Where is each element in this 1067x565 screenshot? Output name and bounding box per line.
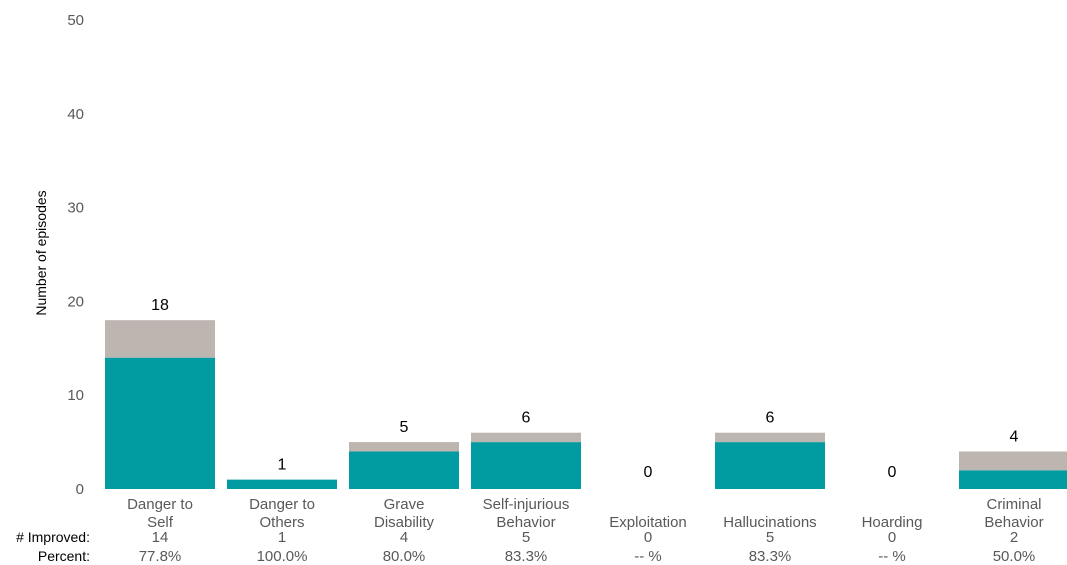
x-tick-label: Behavior xyxy=(496,514,555,531)
y-tick-label: 40 xyxy=(67,106,84,123)
bar-total-label: 6 xyxy=(766,410,775,427)
x-tick-label: Exploitation xyxy=(609,514,687,531)
bar-improved xyxy=(227,479,337,489)
x-tick-label: Danger to xyxy=(127,496,193,513)
bar-total-label: 18 xyxy=(151,297,169,314)
bar-not-improved xyxy=(105,320,215,358)
bar-not-improved xyxy=(349,442,459,452)
x-tick-label: Grave xyxy=(384,496,425,513)
bar-total-label: 1 xyxy=(278,457,287,474)
improved-value: 5 xyxy=(766,529,774,546)
bar-improved xyxy=(349,451,459,489)
percent-value: 83.3% xyxy=(749,548,792,565)
percent-value: 100.0% xyxy=(257,548,308,565)
bar-total-label: 0 xyxy=(644,464,653,481)
x-tick-label: Self xyxy=(147,514,174,531)
percent-value: 83.3% xyxy=(505,548,548,565)
improved-value: 2 xyxy=(1010,529,1018,546)
percent-value: -- % xyxy=(634,548,662,565)
bar-improved xyxy=(471,442,581,489)
y-tick-label: 30 xyxy=(67,200,84,217)
bar-improved xyxy=(959,470,1067,489)
x-tick-label: Criminal xyxy=(986,496,1041,513)
bar-not-improved xyxy=(959,451,1067,471)
x-tick-label: Others xyxy=(259,514,304,531)
percent-value: 50.0% xyxy=(993,548,1036,565)
improved-value: 1 xyxy=(278,529,286,546)
bar-total-label: 6 xyxy=(522,410,531,427)
y-tick-label: 20 xyxy=(67,293,84,310)
bar-total-label: 4 xyxy=(1010,428,1019,445)
improved-value: 0 xyxy=(644,529,652,546)
bar-not-improved xyxy=(715,432,825,443)
percent-value: -- % xyxy=(878,548,906,565)
improved-value: 4 xyxy=(400,529,408,546)
percent-row: 77.8% 100.0% 80.0% 83.3% -- % 83.3% -- % 50.0% xyxy=(139,548,1036,565)
bar-total-label: 5 xyxy=(400,419,409,436)
bar-improved xyxy=(105,357,215,489)
improved-value: 14 xyxy=(152,529,169,546)
bar-total-label: 0 xyxy=(888,464,897,481)
y-axis-title: Number of episodes xyxy=(33,190,49,315)
improved-row-label: # Improved: xyxy=(16,529,90,545)
bar-improved xyxy=(715,442,825,489)
x-tick-label: Hallucinations xyxy=(723,514,816,531)
bar-total-labels: 18 1 5 6 0 6 0 4 xyxy=(151,297,1018,481)
y-axis-ticks: 0 10 20 30 40 50 xyxy=(67,12,84,498)
percent-value: 80.0% xyxy=(383,548,426,565)
percent-value: 77.8% xyxy=(139,548,182,565)
x-tick-label: Disability xyxy=(374,514,435,531)
improved-value: 5 xyxy=(522,529,530,546)
y-tick-label: 50 xyxy=(67,12,84,29)
improved-value: 0 xyxy=(888,529,896,546)
x-tick-label: Danger to xyxy=(249,496,315,513)
bar-not-improved xyxy=(471,432,581,443)
x-tick-label: Behavior xyxy=(984,514,1043,531)
y-tick-label: 10 xyxy=(67,387,84,404)
bar-series xyxy=(105,320,1067,489)
improved-row: 14 1 4 5 0 5 0 2 xyxy=(152,529,1019,546)
y-tick-label: 0 xyxy=(76,481,84,498)
x-tick-label: Hoarding xyxy=(862,514,923,531)
percent-row-label: Percent: xyxy=(38,548,90,564)
x-tick-label: Self-injurious xyxy=(483,496,570,513)
